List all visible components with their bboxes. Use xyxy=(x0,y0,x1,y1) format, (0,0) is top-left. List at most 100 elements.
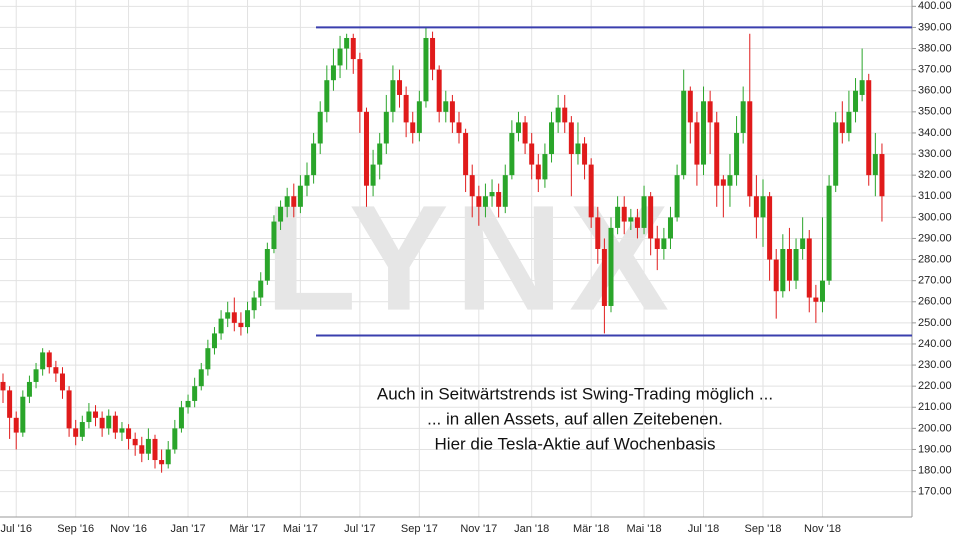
candle-body xyxy=(0,381,6,391)
y-tick-label: 310.00 xyxy=(918,190,952,202)
candle-body xyxy=(112,415,118,433)
x-tick-label: Jul '17 xyxy=(344,523,375,535)
candle-body xyxy=(46,352,52,368)
candle-body xyxy=(753,196,759,218)
candle-body xyxy=(562,107,568,123)
candle-body xyxy=(126,428,132,439)
y-tick-label: 380.00 xyxy=(918,42,952,54)
candle-body xyxy=(839,122,845,133)
candle-body xyxy=(423,37,429,102)
x-tick-label: Jul '16 xyxy=(0,523,31,535)
candle-body xyxy=(311,143,317,176)
candle-body xyxy=(549,122,555,155)
candle-body xyxy=(866,80,872,176)
candle-body xyxy=(344,37,350,49)
candle-body xyxy=(727,175,733,186)
candle-body xyxy=(185,400,191,408)
candle-body xyxy=(93,411,99,418)
candle-body xyxy=(595,217,601,250)
y-tick-label: 330.00 xyxy=(918,148,952,160)
y-tick-label: 290.00 xyxy=(918,232,952,244)
y-tick-label: 340.00 xyxy=(918,127,952,139)
candle-body xyxy=(357,59,363,112)
x-tick-label: Jan '18 xyxy=(514,523,549,535)
candle-body xyxy=(542,154,548,180)
candle-body xyxy=(859,80,865,95)
watermark: LYNX xyxy=(265,174,675,342)
candle-body xyxy=(159,460,165,465)
candle-body xyxy=(297,185,303,207)
annotation: ... in allen Assets, auf allen Zeitebene… xyxy=(427,409,723,428)
candle-body xyxy=(786,249,792,281)
candle-body xyxy=(59,373,65,391)
x-tick-label: Sep '17 xyxy=(401,523,438,535)
candle-body xyxy=(251,297,257,311)
candle-body xyxy=(601,249,607,306)
candle-body xyxy=(324,80,330,112)
candle-body xyxy=(760,196,766,218)
candle-body xyxy=(496,192,502,207)
candle-body xyxy=(740,101,746,133)
annotation: Auch in Seitwärtstrends ist Swing-Tradin… xyxy=(377,384,773,403)
y-tick-label: 260.00 xyxy=(918,296,952,308)
candle-body xyxy=(634,217,640,228)
y-tick-label: 240.00 xyxy=(918,338,952,350)
candle-body xyxy=(608,227,614,306)
candle-body xyxy=(205,348,211,370)
candle-body xyxy=(363,111,369,186)
candle-body xyxy=(20,396,26,433)
y-tick-label: 320.00 xyxy=(918,169,952,181)
candle-body xyxy=(7,390,13,418)
y-tick-label: 200.00 xyxy=(918,422,952,434)
candle-body xyxy=(330,65,336,81)
candle-body xyxy=(211,333,217,349)
candle-body xyxy=(773,259,779,292)
candle-body xyxy=(145,438,151,454)
candle-body xyxy=(40,352,46,370)
candle-body xyxy=(271,221,277,250)
y-tick-label: 190.00 xyxy=(918,443,952,455)
candle-body xyxy=(853,90,859,112)
candle-body xyxy=(258,280,264,298)
x-tick-label: Sep '18 xyxy=(745,523,782,535)
y-tick-label: 370.00 xyxy=(918,64,952,76)
candle-body xyxy=(641,196,647,228)
candle-body xyxy=(304,175,310,186)
candle-body xyxy=(535,164,541,180)
candle-body xyxy=(73,428,79,437)
candle-body xyxy=(463,132,469,176)
candle-body xyxy=(714,122,720,186)
candle-body xyxy=(198,369,204,387)
y-tick-label: 270.00 xyxy=(918,275,952,287)
candle-body xyxy=(430,37,436,70)
candle-body xyxy=(225,312,231,319)
candle-body xyxy=(615,206,621,228)
candle-body xyxy=(654,238,660,250)
candle-body xyxy=(416,101,422,133)
candle-body xyxy=(819,280,825,302)
candle-body xyxy=(469,175,475,197)
candle-body xyxy=(879,154,885,197)
x-tick-label: Jan '17 xyxy=(170,523,205,535)
candle-body xyxy=(397,80,403,95)
candle-body xyxy=(132,438,138,446)
candle-body xyxy=(806,238,812,298)
candle-body xyxy=(337,48,343,66)
candle-body xyxy=(489,192,495,197)
candle-body xyxy=(26,381,32,397)
candle-body xyxy=(317,111,323,144)
candle-body xyxy=(707,101,713,123)
y-tick-label: 390.00 xyxy=(918,21,952,33)
candle-body xyxy=(813,297,819,302)
candle-body xyxy=(568,122,574,155)
candle-body xyxy=(872,154,878,176)
candle-body xyxy=(383,111,389,144)
y-tick-label: 400.00 xyxy=(918,0,952,12)
x-tick-label: Mai '17 xyxy=(283,523,318,535)
candle-body xyxy=(720,179,726,186)
candle-body xyxy=(846,111,852,133)
candle-body xyxy=(734,132,740,176)
candle-body xyxy=(106,415,112,429)
y-tick-label: 230.00 xyxy=(918,359,952,371)
candle-body xyxy=(192,386,198,401)
